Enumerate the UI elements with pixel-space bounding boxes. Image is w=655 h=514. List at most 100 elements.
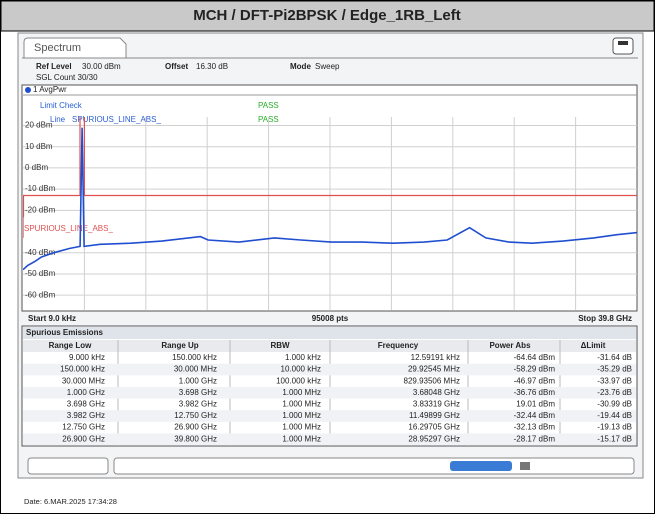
table-cell: 1.000 GHz <box>67 388 105 397</box>
table-cell: 19.01 dBm <box>516 400 555 409</box>
line-name: SPURIOUS_LINE_ABS_ <box>72 115 161 124</box>
menu-icon[interactable] <box>612 37 634 55</box>
mode: Sweep <box>315 62 340 71</box>
table-cell: -32.13 dBm <box>514 423 556 432</box>
row-bg <box>23 410 636 422</box>
x-stop: Stop 39.8 GHz <box>578 314 632 323</box>
y-tick-label: 10 dBm <box>25 142 53 151</box>
table-cell: -35.29 dB <box>597 365 632 374</box>
table-cell: -28.17 dBm <box>514 434 556 443</box>
mode-label: Mode <box>290 62 311 71</box>
ref-level-label: Ref Level <box>36 62 72 71</box>
legend-dot <box>25 87 31 93</box>
table-cell: 29.92545 MHz <box>408 365 460 374</box>
menu-icon-part <box>618 41 628 45</box>
status-box <box>27 457 109 475</box>
y-tick-label: -50 dBm <box>25 269 56 278</box>
table-cell: 16.29705 GHz <box>408 423 460 432</box>
offset: 16.30 dB <box>196 62 228 71</box>
y-tick-label: -40 dBm <box>25 248 56 257</box>
tab[interactable] <box>23 37 127 58</box>
table-cell: 11.49899 GHz <box>409 411 460 420</box>
table-cell: -30.99 dB <box>597 400 632 409</box>
table-cell: -46.97 dBm <box>514 376 556 385</box>
table-title: Spurious Emissions <box>26 328 103 337</box>
table-cell: -19.13 dB <box>597 423 632 432</box>
table-cell: 12.750 GHz <box>62 423 105 432</box>
table-cell: 829.93506 MHz <box>404 376 460 385</box>
table-cell: 1.000 GHz <box>179 376 217 385</box>
table-cell: 3.698 GHz <box>179 388 217 397</box>
row-bg <box>23 363 636 376</box>
table-cell: -64.64 dBm <box>514 353 556 362</box>
table-cell: 10.000 kHz <box>281 365 321 374</box>
y-tick-label: 0 dBm <box>25 163 48 172</box>
table-cell: 30.000 MHz <box>174 365 217 374</box>
table-cell: 3.698 GHz <box>67 400 105 409</box>
table-cell: 1.000 MHz <box>282 411 321 420</box>
trace <box>23 127 637 271</box>
table-cell: -23.76 dB <box>597 388 632 397</box>
y-tick-label: 20 dBm <box>25 121 53 130</box>
table-cell: 9.000 kHz <box>69 353 105 362</box>
limit-check: Limit Check <box>40 101 83 110</box>
sgl-count: SGL Count 30/30 <box>36 73 98 82</box>
status-bar <box>113 457 635 475</box>
x-points: 95008 pts <box>312 314 349 323</box>
table-cell: 1.000 MHz <box>282 388 321 397</box>
table-cell: 1.000 MHz <box>282 434 321 443</box>
column-header: Frequency <box>378 341 419 350</box>
offset-label: Offset <box>165 62 188 71</box>
y-tick-label: -60 dBm <box>25 290 56 299</box>
y-tick-label: -10 dBm <box>25 184 56 193</box>
legend: 1 AvgPwr <box>33 85 67 94</box>
table-cell: -58.29 dBm <box>514 365 556 374</box>
table-cell: 30.000 MHz <box>62 376 105 385</box>
column-header: Range Up <box>161 341 198 350</box>
table-title-bg <box>23 327 636 339</box>
table-cell: 3.68048 GHz <box>413 388 460 397</box>
table-cell: 12.59191 kHz <box>411 353 460 362</box>
table-cell: -15.17 dB <box>597 434 632 443</box>
table-cell: -36.76 dBm <box>514 388 556 397</box>
status-icon <box>520 462 530 470</box>
line-label: Line <box>50 115 66 124</box>
table-cell: 28.95297 GHz <box>408 434 460 443</box>
table-cell: 1.000 MHz <box>282 423 321 432</box>
date: Date: 6.MAR.2025 17:34:28 <box>24 497 117 506</box>
plot <box>23 117 637 271</box>
column-header: RBW <box>270 341 290 350</box>
table-cell: 12.750 GHz <box>174 411 217 420</box>
row-bg <box>23 387 636 399</box>
ref-level: 30.00 dBm <box>82 62 121 71</box>
limit-check-result: PASS <box>258 101 279 110</box>
title: MCH / DFT-Pi2BPSK / Edge_1RB_Left <box>193 7 461 24</box>
table-cell: 100.000 kHz <box>276 376 321 385</box>
title-bar <box>0 0 655 32</box>
table-cell: 150.000 kHz <box>60 365 105 374</box>
table-cell: 3.982 GHz <box>179 400 217 409</box>
y-tick-label: -20 dBm <box>25 205 56 214</box>
column-header: Range Low <box>49 341 92 350</box>
table-cell: 1.000 MHz <box>282 400 321 409</box>
table-cell: 3.982 GHz <box>67 411 105 420</box>
tab-label[interactable]: Spectrum <box>34 42 81 54</box>
table-cell: 1.000 kHz <box>285 353 321 362</box>
table-cell: 26.900 GHz <box>62 434 105 443</box>
table-cell: -32.44 dBm <box>514 411 556 420</box>
limit-label: SPURIOUS_LINE_ABS_ <box>24 224 113 233</box>
x-start: Start 9.0 kHz <box>28 314 76 323</box>
column-header: Power Abs <box>489 341 531 350</box>
progress <box>450 461 512 471</box>
row-bg <box>23 433 636 445</box>
table-cell: -33.97 dB <box>597 376 632 385</box>
limit-line <box>23 117 637 238</box>
table-cell: -31.64 dB <box>597 353 632 362</box>
table-cell: 150.000 kHz <box>172 353 217 362</box>
table-cell: 26.900 GHz <box>174 423 217 432</box>
table-cell: 39.800 GHz <box>174 434 217 443</box>
table-cell: -19.44 dB <box>597 411 632 420</box>
table-cell: 3.83319 GHz <box>413 400 460 409</box>
column-header: ΔLimit <box>581 341 606 350</box>
